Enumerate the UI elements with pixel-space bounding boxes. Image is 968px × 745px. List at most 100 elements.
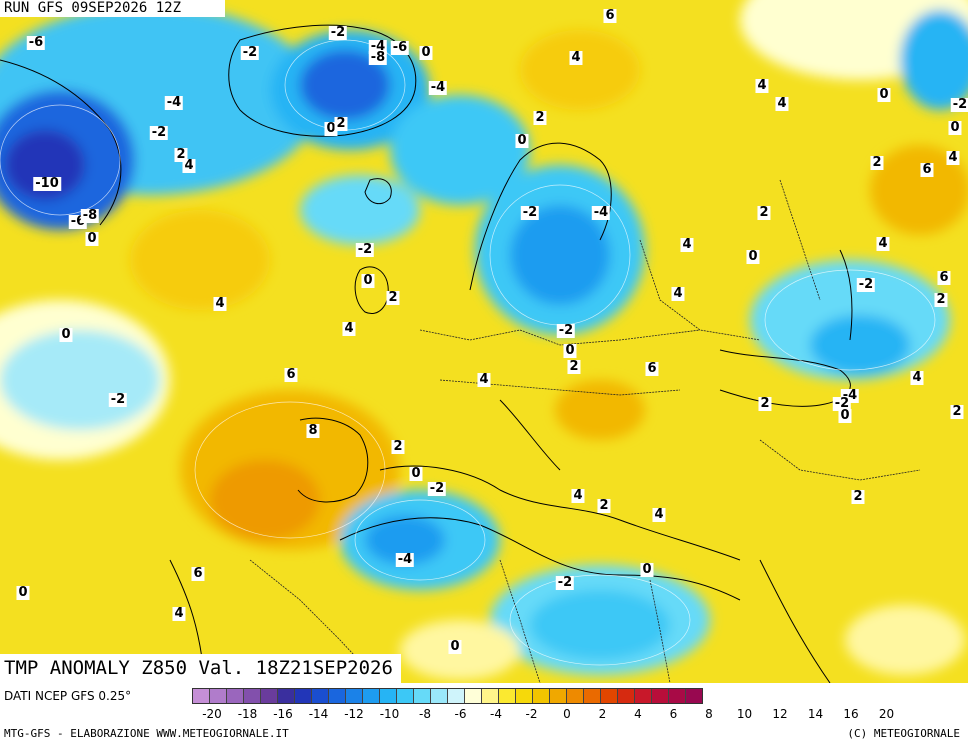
anomaly-label: 6 [284, 367, 298, 382]
anomaly-label: 0 [16, 585, 30, 600]
isoline [354, 499, 486, 581]
warm-anomaly-atlantic [130, 210, 270, 310]
anomaly-label: 6 [920, 162, 934, 177]
anomaly-label: -2 [555, 575, 575, 590]
anomaly-label: -4 [164, 95, 184, 110]
anomaly-label: 0 [361, 273, 375, 288]
border-line [779, 179, 821, 301]
isoline [509, 574, 691, 666]
anomaly-label: 2 [870, 155, 884, 170]
colorbar-tick-label: 2 [598, 707, 607, 721]
border-line [419, 329, 701, 346]
anomaly-label: 4 [755, 78, 769, 93]
anomaly-label: 0 [640, 562, 654, 577]
colorbar-swatch [295, 689, 312, 703]
anomaly-label: 2 [950, 404, 964, 419]
anomaly-label: -4 [428, 80, 448, 95]
iceland-coast [364, 178, 392, 205]
data-source: DATI NCEP GFS 0.25° [4, 689, 132, 703]
anomaly-label: 0 [838, 408, 852, 423]
anomaly-label: 4 [342, 321, 356, 336]
anomaly-label: -2 [856, 277, 876, 292]
colorbar-tick-label: -20 [202, 707, 222, 721]
colorbar-swatch [652, 689, 669, 703]
colorbar-swatch [635, 689, 652, 703]
colorbar-swatch [533, 689, 550, 703]
colorbar-tick-label: -6 [454, 707, 467, 721]
anomaly-label: 2 [757, 205, 771, 220]
anomaly-label: -2 [950, 97, 968, 112]
colorbar-swatch [686, 689, 702, 703]
iberia-coast [297, 417, 369, 503]
isoline [0, 104, 121, 216]
anomaly-label: 4 [182, 158, 196, 173]
anomaly-label: 2 [386, 290, 400, 305]
anomaly-label: 2 [533, 110, 547, 125]
isoline [194, 401, 386, 539]
colorbar-swatch [414, 689, 431, 703]
colorbar-swatch [278, 689, 295, 703]
anomaly-label: 0 [419, 45, 433, 60]
red-sea-coast [759, 559, 831, 683]
anomaly-label: 0 [563, 343, 577, 358]
colorbar-swatch [193, 689, 210, 703]
border-line [759, 439, 921, 481]
border-line [639, 239, 761, 341]
cold-core-labrador-deep [5, 130, 85, 200]
anomaly-label: 6 [937, 270, 951, 285]
border-line [499, 559, 541, 683]
anomaly-label: 4 [671, 286, 685, 301]
anomaly-label: 8 [306, 423, 320, 438]
colorbar-swatch [618, 689, 635, 703]
colorbar-tick-label: -16 [273, 707, 293, 721]
anomaly-label: 4 [946, 150, 960, 165]
colorbar-swatch [499, 689, 516, 703]
colorbar-swatch [567, 689, 584, 703]
anomaly-label: -6 [390, 40, 410, 55]
colorbar-swatch [363, 689, 380, 703]
anomaly-label: 2 [391, 439, 405, 454]
anomaly-label: 4 [910, 370, 924, 385]
anomaly-label: -2 [240, 45, 260, 60]
colorbar-swatch [465, 689, 482, 703]
isoline [764, 269, 936, 371]
anomaly-label: -2 [427, 481, 447, 496]
anomaly-label: -2 [832, 396, 852, 411]
anomaly-label: 2 [758, 396, 772, 411]
mediterranean-north-coast [379, 465, 741, 561]
anomaly-label: 4 [775, 96, 789, 111]
anomaly-label: 4 [569, 50, 583, 65]
credit-left: MTG-GFS - ELABORAZIONE WWW.METEOGIORNALE… [4, 727, 289, 740]
anomaly-label: 2 [597, 498, 611, 513]
colorbar-ticks: -20 -18 -16 -14 -12 -10 -8 -6 -4 -2 0 2 4 6 8 10 12 14 16 2… [192, 707, 962, 723]
colorbar-swatch [380, 689, 397, 703]
border-line [649, 579, 671, 683]
colorbar-tick-label: -14 [308, 707, 329, 721]
anomaly-label: 0 [59, 327, 73, 342]
colorbar-tick-label: 0 [563, 707, 571, 721]
anomaly-label: -2 [355, 242, 375, 257]
anomaly-label: -2 [328, 25, 348, 40]
cold-anomaly-mid-atlantic [0, 330, 160, 430]
anomaly-label: 4 [652, 507, 666, 522]
scandinavia-coast [469, 142, 612, 291]
anomaly-label: 0 [515, 133, 529, 148]
anomaly-label: 2 [174, 147, 188, 162]
colorbar-swatch [244, 689, 261, 703]
anomaly-label: -8 [80, 208, 100, 223]
colorbar-swatch [669, 689, 686, 703]
cold-core-libya [530, 590, 670, 660]
north-africa-coast [339, 517, 741, 601]
cold-anomaly-norwegian-sea [390, 95, 530, 205]
colorbar-swatch [601, 689, 618, 703]
anomaly-label: 4 [172, 606, 186, 621]
colorbar-swatch [329, 689, 346, 703]
anomaly-label: -4 [395, 552, 415, 567]
colorbar-tick-label: -2 [525, 707, 538, 721]
colorbar-swatch [227, 689, 244, 703]
colorbar-tick-label: 20 [878, 707, 895, 721]
colorbar-tick-label: -12 [344, 707, 364, 721]
cold-core-caspian [810, 315, 910, 375]
colorbar-tick-label: -8 [419, 707, 431, 721]
anomaly-label: 6 [603, 8, 617, 23]
